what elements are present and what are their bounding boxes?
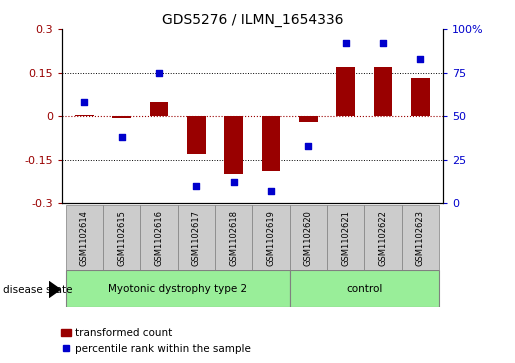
Point xyxy=(192,183,200,189)
Bar xyxy=(112,116,131,118)
Polygon shape xyxy=(49,282,60,298)
Bar xyxy=(225,116,243,174)
FancyBboxPatch shape xyxy=(327,205,365,270)
Legend: transformed count, percentile rank within the sample: transformed count, percentile rank withi… xyxy=(57,324,255,358)
Point xyxy=(267,188,275,194)
Text: disease state: disease state xyxy=(3,285,72,295)
Point xyxy=(379,40,387,46)
FancyBboxPatch shape xyxy=(290,205,327,270)
Bar xyxy=(336,67,355,116)
Bar xyxy=(187,116,205,154)
FancyBboxPatch shape xyxy=(140,205,178,270)
Point xyxy=(155,70,163,76)
Text: Myotonic dystrophy type 2: Myotonic dystrophy type 2 xyxy=(108,284,247,294)
Point xyxy=(117,134,126,140)
FancyBboxPatch shape xyxy=(290,270,439,307)
FancyBboxPatch shape xyxy=(178,205,215,270)
Bar xyxy=(262,116,280,171)
FancyBboxPatch shape xyxy=(402,205,439,270)
Text: GSM1102622: GSM1102622 xyxy=(379,210,388,266)
Text: GSM1102616: GSM1102616 xyxy=(154,210,163,266)
Text: GSM1102618: GSM1102618 xyxy=(229,210,238,266)
FancyBboxPatch shape xyxy=(103,205,140,270)
Text: GSM1102621: GSM1102621 xyxy=(341,210,350,266)
FancyBboxPatch shape xyxy=(365,205,402,270)
Bar xyxy=(149,102,168,116)
Point xyxy=(80,99,89,105)
Point xyxy=(341,40,350,46)
Bar xyxy=(75,115,94,116)
Bar xyxy=(374,67,392,116)
Text: GSM1102614: GSM1102614 xyxy=(80,210,89,266)
Text: GSM1102623: GSM1102623 xyxy=(416,210,425,266)
FancyBboxPatch shape xyxy=(252,205,290,270)
FancyBboxPatch shape xyxy=(215,205,252,270)
FancyBboxPatch shape xyxy=(65,205,103,270)
Bar xyxy=(411,78,430,116)
Text: GSM1102619: GSM1102619 xyxy=(267,210,276,266)
FancyBboxPatch shape xyxy=(65,270,290,307)
Point xyxy=(416,56,424,62)
Title: GDS5276 / ILMN_1654336: GDS5276 / ILMN_1654336 xyxy=(162,13,343,26)
Text: GSM1102615: GSM1102615 xyxy=(117,210,126,266)
Point xyxy=(230,179,238,185)
Text: control: control xyxy=(346,284,383,294)
Text: GSM1102620: GSM1102620 xyxy=(304,210,313,266)
Text: GSM1102617: GSM1102617 xyxy=(192,210,201,266)
Point xyxy=(304,143,313,149)
Bar xyxy=(299,116,318,122)
